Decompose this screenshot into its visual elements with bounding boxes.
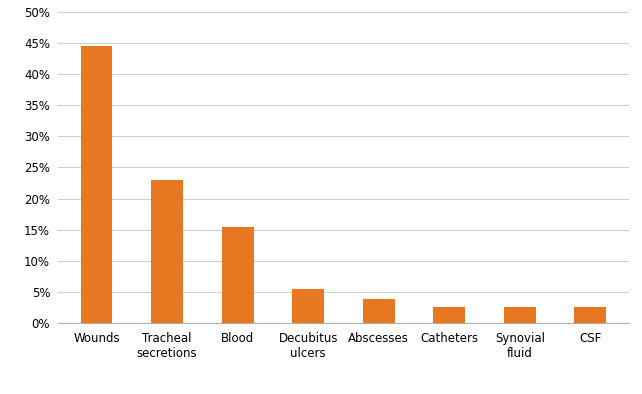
Bar bbox=[152, 180, 183, 323]
Bar bbox=[81, 46, 112, 323]
Bar bbox=[575, 307, 606, 323]
Bar bbox=[292, 289, 324, 323]
Bar bbox=[363, 299, 395, 323]
Bar bbox=[504, 307, 535, 323]
Bar bbox=[433, 307, 465, 323]
Bar bbox=[221, 227, 254, 323]
